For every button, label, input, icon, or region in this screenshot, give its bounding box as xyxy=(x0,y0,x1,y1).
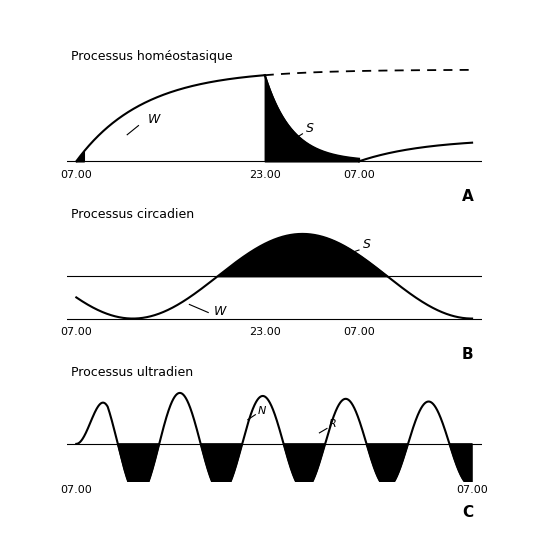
Text: S: S xyxy=(363,238,371,251)
Text: Processus circadien: Processus circadien xyxy=(71,208,194,221)
Text: Processus homéostasique: Processus homéostasique xyxy=(71,50,233,63)
Text: C: C xyxy=(462,505,473,520)
Text: S: S xyxy=(306,122,314,135)
Text: N: N xyxy=(257,405,265,416)
Text: Processus ultradien: Processus ultradien xyxy=(71,365,193,378)
Text: W: W xyxy=(148,113,160,126)
Text: R: R xyxy=(329,420,337,429)
Text: B: B xyxy=(462,347,473,362)
Text: A: A xyxy=(462,189,473,204)
Text: W: W xyxy=(214,305,226,318)
